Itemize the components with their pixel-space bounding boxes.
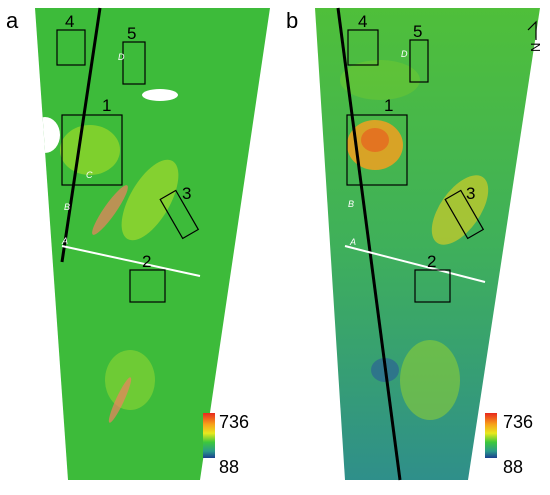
region-label: 3 [182,184,191,203]
region-box [409,39,429,83]
region-label: 2 [427,252,436,271]
region-label: 5 [127,24,136,43]
profile-line [344,245,486,283]
colorbar-max: 736 [503,412,533,432]
panel-label: a [6,8,19,33]
colorbar-min: 88 [503,457,523,477]
region-box [159,189,200,240]
map-area [35,8,270,480]
region-label: 5 [413,22,422,41]
profile-label: D [118,52,125,62]
profile-label: B [64,202,70,212]
panel-label: b [286,8,298,33]
region-label: 4 [358,12,367,31]
region-box [61,114,123,186]
panel-a: a 4 5 1 3 2 A B C D 736 88 [6,7,270,480]
north-label: N [528,43,543,52]
profile-line [61,245,201,277]
panel-b: b 4 5 1 3 2 A B D 736 88 [286,7,540,481]
region-box [444,189,485,240]
north-arrow: N [527,20,543,52]
region-label: 1 [102,96,111,115]
colorbar [485,413,497,458]
region-box [347,29,379,66]
profile-label: A [349,237,356,247]
region-box [122,41,146,85]
region-box [56,29,86,66]
colorbar [203,413,215,458]
profile-label: D [401,49,408,59]
profile-label: B [348,199,354,209]
region-box [346,114,408,186]
trace-line [60,7,102,263]
region-label: 1 [384,96,393,115]
map-features [35,89,179,423]
region-box [414,269,451,303]
trace-line [336,7,402,481]
region-label: 2 [142,252,151,271]
profile-label: A [61,236,68,246]
colorbar-max: 736 [219,412,249,432]
profile-label: C [86,170,93,180]
map-features [340,60,489,420]
region-label: 3 [466,184,475,203]
colorbar-min: 88 [219,457,239,477]
region-box [129,269,166,303]
region-label: 4 [65,12,74,31]
